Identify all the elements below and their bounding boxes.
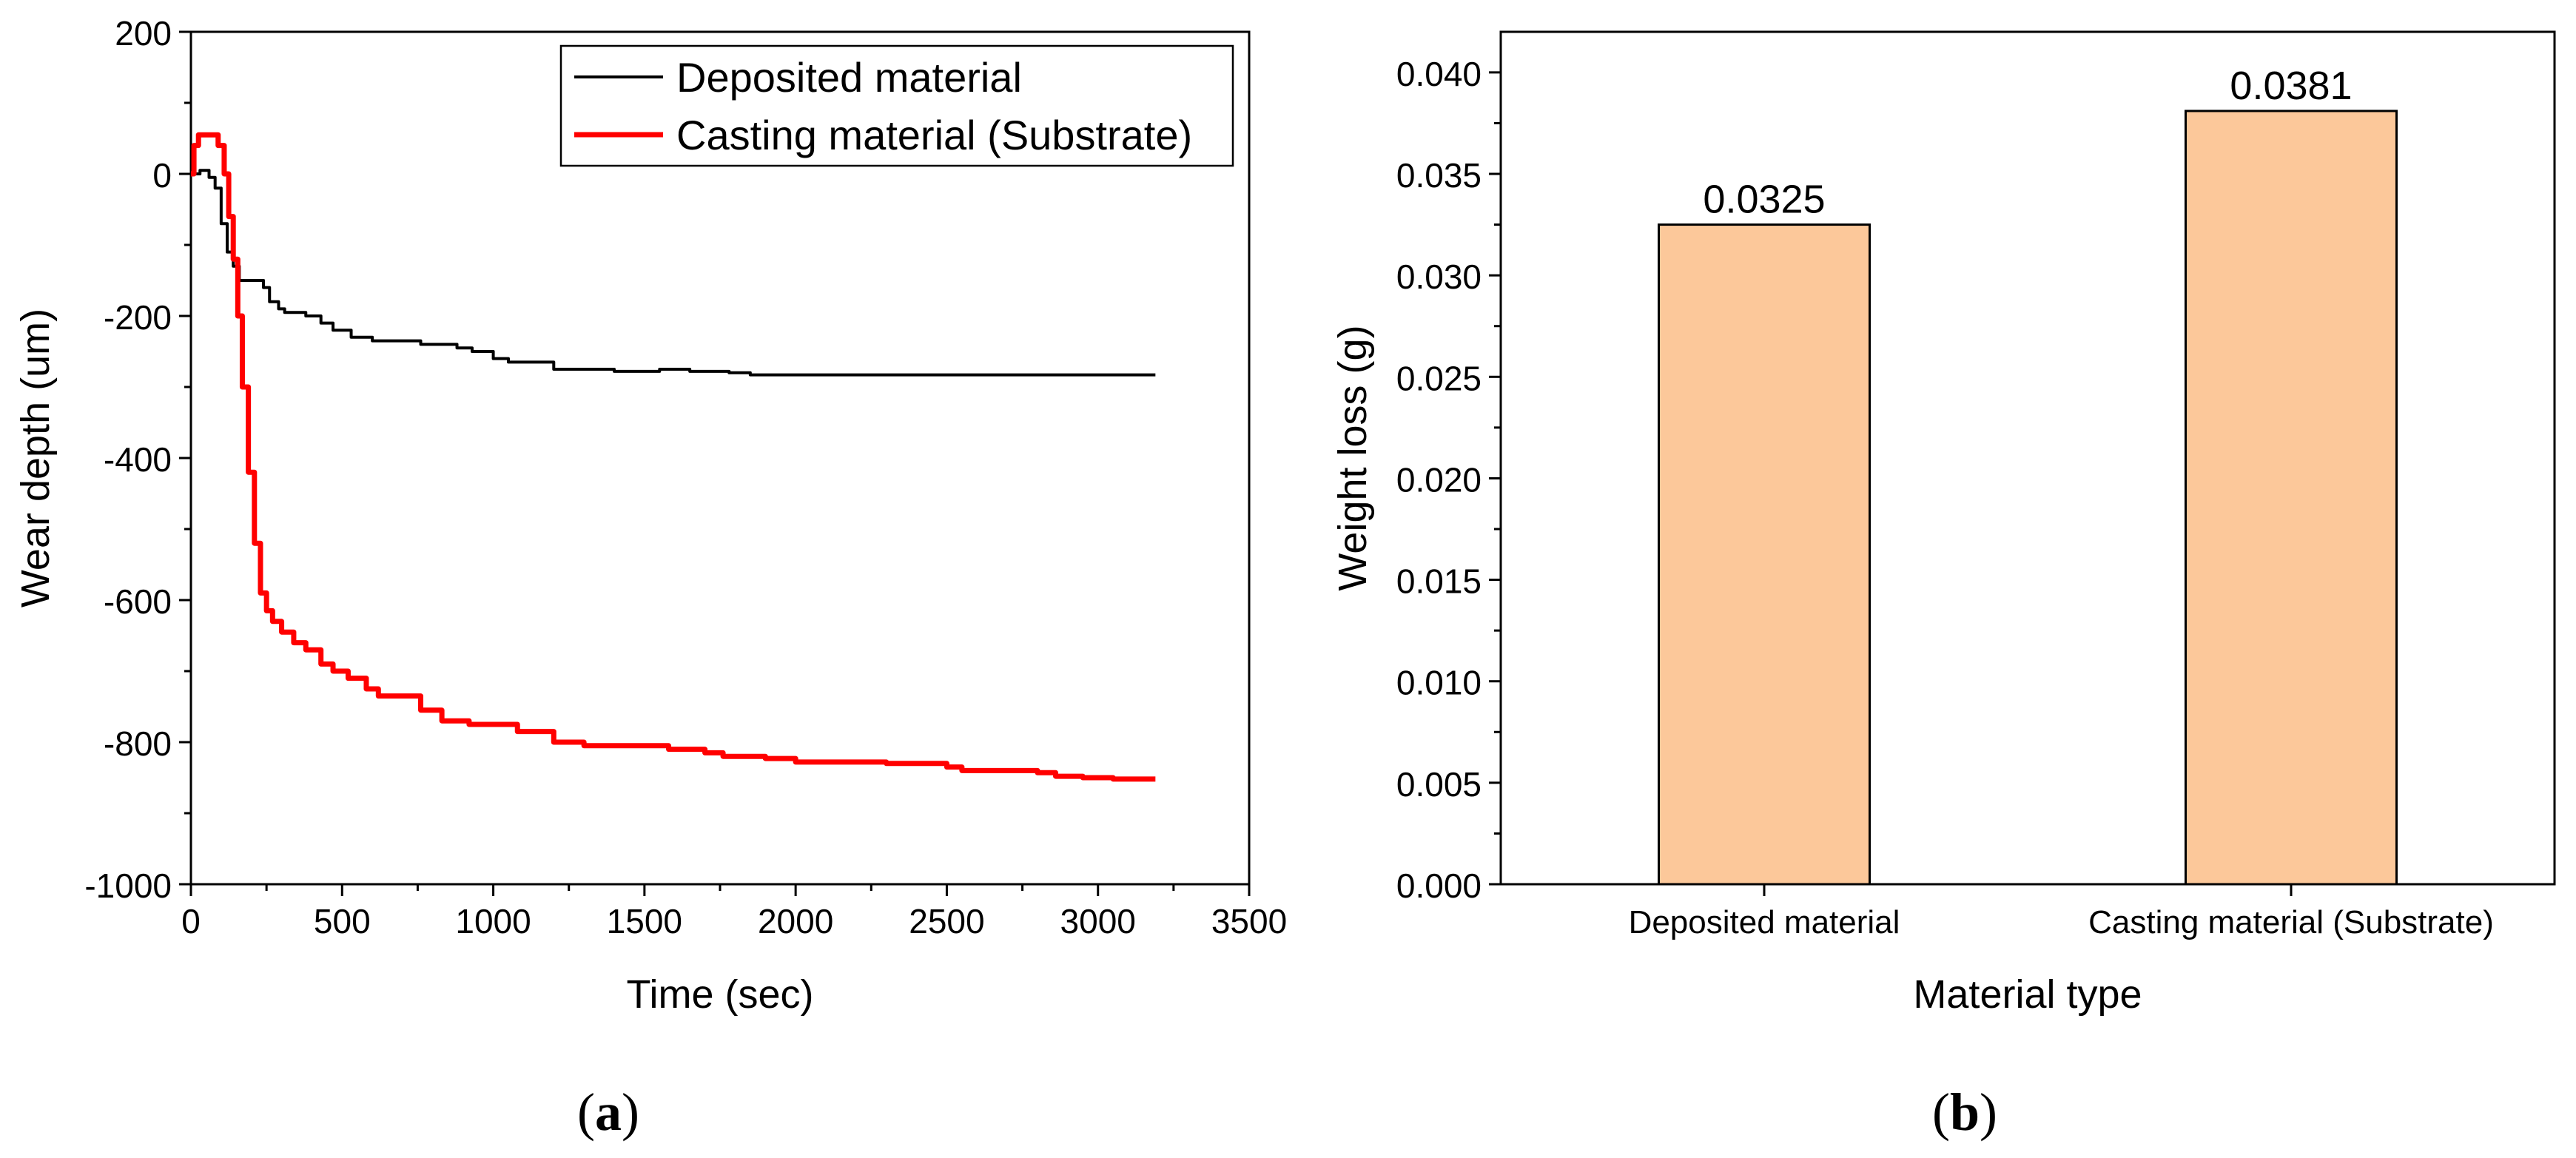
legend-a: Deposited material Casting material (Sub… — [559, 44, 1234, 167]
y-axis-b: 0.000 0.005 0.010 0.015 0.020 0.025 0.030 0.035… — [1396, 55, 1501, 905]
x-tick-label-a: 3500 — [1211, 902, 1287, 940]
y-tick-label-a: -200 — [104, 298, 172, 337]
chart-b: 0.000 0.005 0.010 0.015 0.020 0.025 0.030 0.035… — [1331, 30, 2556, 1142]
panel-label-b: (b) — [1932, 1083, 1997, 1142]
bar-casting — [2185, 110, 2398, 886]
y-tick-label-b: 0.025 — [1396, 359, 1482, 397]
x-tick-label-a: 2500 — [909, 902, 984, 940]
y-tick-label-a: -800 — [104, 724, 172, 763]
y-tick-label-b: 0.040 — [1396, 55, 1482, 93]
x-axis-label-b: Material type — [1913, 972, 2142, 1017]
legend-label-deposited: Deposited material — [676, 54, 1022, 101]
x-tick-label-a: 1000 — [455, 902, 531, 940]
bar-value-label: 0.0325 — [1703, 178, 1825, 222]
series-line-deposited — [191, 169, 1156, 377]
x-tick-label-a: 0 — [181, 902, 201, 940]
panel-label-a: (a) — [577, 1083, 639, 1142]
bar-deposited — [1658, 223, 1871, 886]
y-tick-label-b: 0.020 — [1396, 460, 1482, 499]
plot-area-b — [1499, 30, 2556, 886]
plot-area-a — [189, 30, 1251, 886]
series-group-a — [191, 132, 1156, 782]
y-tick-label-b: 0.015 — [1396, 562, 1482, 601]
y-tick-label-b: 0.030 — [1396, 257, 1482, 296]
bar-value-label: 0.0381 — [2230, 64, 2352, 108]
x-tick-label-a: 3000 — [1060, 902, 1136, 940]
legend-label-casting: Casting material (Substrate) — [676, 112, 1192, 158]
panel-label-paren-close: ) — [1980, 1083, 1997, 1142]
x-tick-label-a: 2000 — [758, 902, 833, 940]
y-axis-label-a: Wear depth (um) — [13, 309, 58, 607]
x-axis-label-a: Time (sec) — [627, 972, 814, 1017]
x-tick-label-a: 1500 — [607, 902, 682, 940]
y-axis-a: -1000 -800 -600 -400 -200 0 200 — [84, 14, 191, 905]
panel-label-paren-close: ) — [622, 1083, 639, 1142]
x-tick-label-b: Casting material (Substrate) — [2088, 904, 2494, 940]
panel-label-paren-open: ( — [577, 1083, 595, 1142]
y-tick-label-a: 200 — [115, 14, 172, 53]
y-tick-label-b: 0.035 — [1396, 156, 1482, 195]
panel-label-paren-open: ( — [1932, 1083, 1950, 1142]
y-tick-label-a: -600 — [104, 582, 172, 621]
legend-box — [559, 44, 1234, 167]
y-tick-label-b: 0.000 — [1396, 866, 1482, 905]
y-tick-label-b: 0.005 — [1396, 765, 1482, 804]
y-tick-label-a: -400 — [104, 440, 172, 479]
series-line-casting — [191, 132, 1156, 782]
y-axis-label-b: Weight loss (g) — [1331, 325, 1375, 590]
x-axis-a: 0 500 1000 1500 2000 2500 3000 3500 — [181, 884, 1287, 940]
y-tick-label-a: 0 — [152, 156, 172, 195]
panel-label-letter: a — [595, 1083, 622, 1142]
bars-group-b: 0.0325 0.0381 — [1658, 64, 2398, 886]
y-tick-label-b: 0.010 — [1396, 664, 1482, 702]
x-axis-b: Deposited material Casting material (Subs… — [1629, 884, 2494, 940]
x-tick-label-b: Deposited material — [1629, 904, 1900, 940]
x-tick-label-a: 500 — [314, 902, 371, 940]
chart-a: -1000 -800 -600 -400 -200 0 200 0 500 1000 1500 20… — [13, 14, 1287, 1142]
panel-label-letter: b — [1950, 1083, 1980, 1142]
y-tick-label-a: -1000 — [84, 866, 172, 905]
